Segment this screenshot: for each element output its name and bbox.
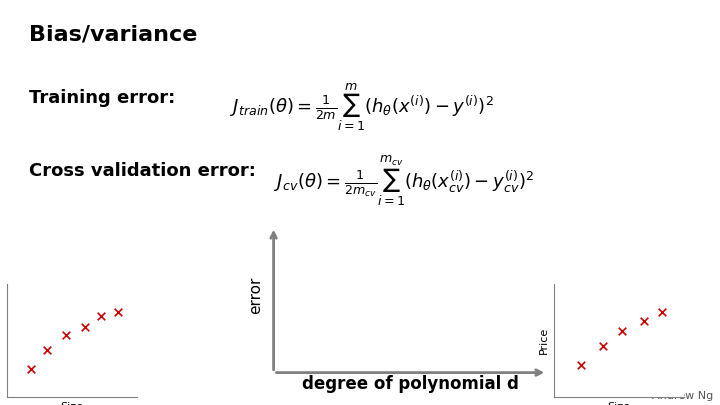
- Point: [576, 362, 588, 368]
- Point: [79, 324, 91, 330]
- Point: [25, 365, 37, 372]
- Text: $J_{cv}(\theta) = \frac{1}{2m_{cv}} \sum_{i=1}^{m_{cv}} (h_\theta(x_{cv}^{(i)}) : $J_{cv}(\theta) = \frac{1}{2m_{cv}} \sum…: [274, 154, 534, 208]
- Point: [657, 309, 668, 315]
- Point: [42, 346, 53, 353]
- Text: Training error:: Training error:: [29, 89, 175, 107]
- Point: [96, 312, 107, 319]
- Point: [60, 331, 72, 338]
- Text: error: error: [248, 277, 263, 314]
- Text: $J_{train}(\theta) = \frac{1}{2m} \sum_{i=1}^{m} (h_\theta(x^{(i)}) - y^{(i)})^2: $J_{train}(\theta) = \frac{1}{2m} \sum_{…: [230, 81, 494, 132]
- X-axis label: Size: Size: [608, 403, 631, 405]
- Y-axis label: Price: Price: [539, 326, 549, 354]
- Text: Cross validation error:: Cross validation error:: [29, 162, 256, 180]
- Point: [638, 318, 649, 324]
- Text: degree of polynomial d: degree of polynomial d: [302, 375, 519, 393]
- Y-axis label: Price: Price: [0, 326, 1, 354]
- Text: Andrew Ng: Andrew Ng: [652, 391, 713, 401]
- Point: [616, 328, 628, 334]
- X-axis label: Size: Size: [60, 403, 84, 405]
- Text: Bias/variance: Bias/variance: [29, 24, 197, 44]
- Point: [112, 309, 124, 315]
- Point: [598, 343, 609, 349]
